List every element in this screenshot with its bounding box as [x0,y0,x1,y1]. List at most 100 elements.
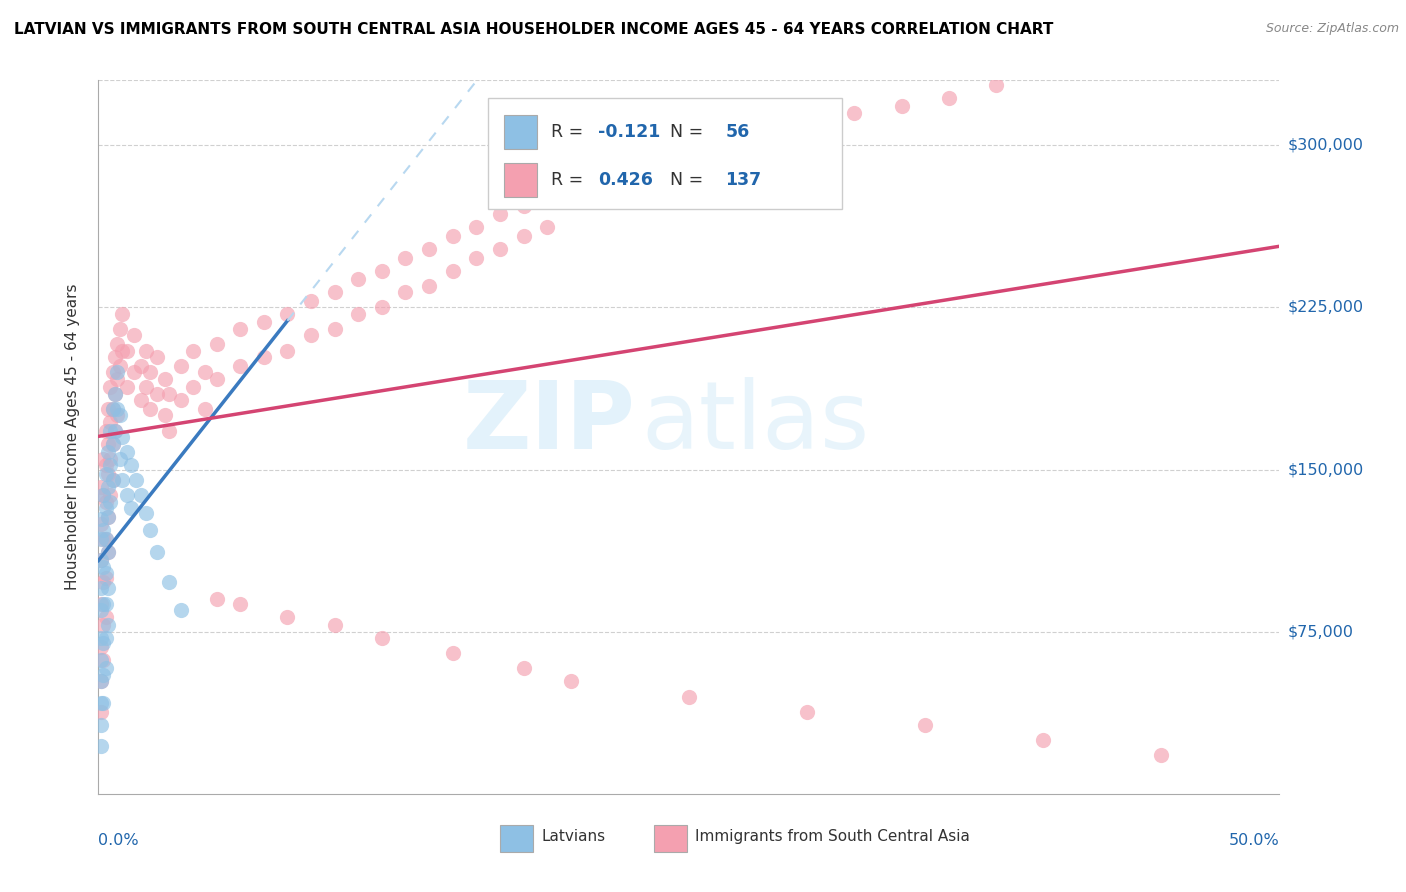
FancyBboxPatch shape [654,825,686,853]
Text: Latvians: Latvians [541,830,606,844]
Point [441,263,464,277]
Point [98,458,121,473]
Point [91,559,114,574]
Point [115,488,138,502]
Point [94,424,117,438]
Point [276,307,298,321]
Point [347,307,370,321]
Point [229,359,252,373]
Point [101,365,124,379]
Point [91,532,114,546]
Y-axis label: Householder Income Ages 45 - 64 years: Householder Income Ages 45 - 64 years [65,284,80,591]
Point [108,359,131,373]
Point [90,674,112,689]
Point [121,458,143,473]
Point [94,532,117,546]
Point [97,510,120,524]
Point [489,207,512,221]
Text: N =: N = [659,123,709,141]
Point [104,387,127,401]
Point [108,322,131,336]
Point [90,674,112,689]
Point [607,164,630,178]
Point [98,424,121,438]
Text: $300,000: $300,000 [1288,137,1364,153]
Point [90,553,112,567]
Point [153,409,176,423]
Point [125,473,148,487]
Point [129,488,152,502]
Point [105,401,128,416]
Point [796,120,818,135]
Point [347,272,370,286]
Point [94,532,117,546]
Point [371,263,394,277]
Point [94,458,117,473]
Point [97,544,120,558]
Point [94,631,117,645]
Text: atlas: atlas [641,376,870,469]
Point [97,436,120,450]
Text: LATVIAN VS IMMIGRANTS FROM SOUTH CENTRAL ASIA HOUSEHOLDER INCOME AGES 45 - 64 YE: LATVIAN VS IMMIGRANTS FROM SOUTH CENTRAL… [14,22,1053,37]
Point [323,618,346,632]
Point [97,467,120,481]
Point [101,436,124,450]
Point [748,128,770,142]
Point [94,566,117,581]
Point [90,696,112,710]
Point [97,510,120,524]
Point [796,705,818,719]
Point [276,343,298,358]
Point [98,488,121,502]
Point [371,631,394,645]
Point [323,285,346,300]
Point [90,640,112,654]
Point [94,597,117,611]
Point [441,229,464,244]
Point [104,387,127,401]
Point [139,365,162,379]
Point [90,705,112,719]
Text: ZIP: ZIP [463,376,636,469]
Point [678,690,700,704]
Text: $225,000: $225,000 [1288,300,1364,315]
Point [512,199,534,213]
Point [984,78,1007,92]
Point [194,401,217,416]
Point [146,387,169,401]
Text: $150,000: $150,000 [1288,462,1364,477]
Point [91,523,114,537]
Point [560,177,582,191]
Point [560,674,582,689]
Point [94,609,117,624]
Point [105,337,128,351]
Point [129,359,152,373]
Point [135,380,157,394]
Point [101,473,124,487]
Point [97,401,120,416]
Point [181,343,204,358]
Point [90,739,112,754]
Point [465,251,488,265]
Point [90,516,112,531]
Text: 0.0%: 0.0% [98,833,139,848]
Point [135,506,157,520]
Point [90,653,112,667]
Point [253,316,276,330]
Point [98,380,121,394]
Point [90,603,112,617]
Point [91,696,114,710]
Point [90,597,112,611]
Point [229,597,252,611]
Point [94,501,117,516]
Point [105,372,128,386]
Point [122,365,145,379]
FancyBboxPatch shape [503,163,537,197]
Point [890,99,912,113]
Point [91,668,114,682]
Point [94,467,117,481]
Point [91,597,114,611]
Point [101,401,124,416]
Point [276,609,298,624]
Point [702,143,724,157]
